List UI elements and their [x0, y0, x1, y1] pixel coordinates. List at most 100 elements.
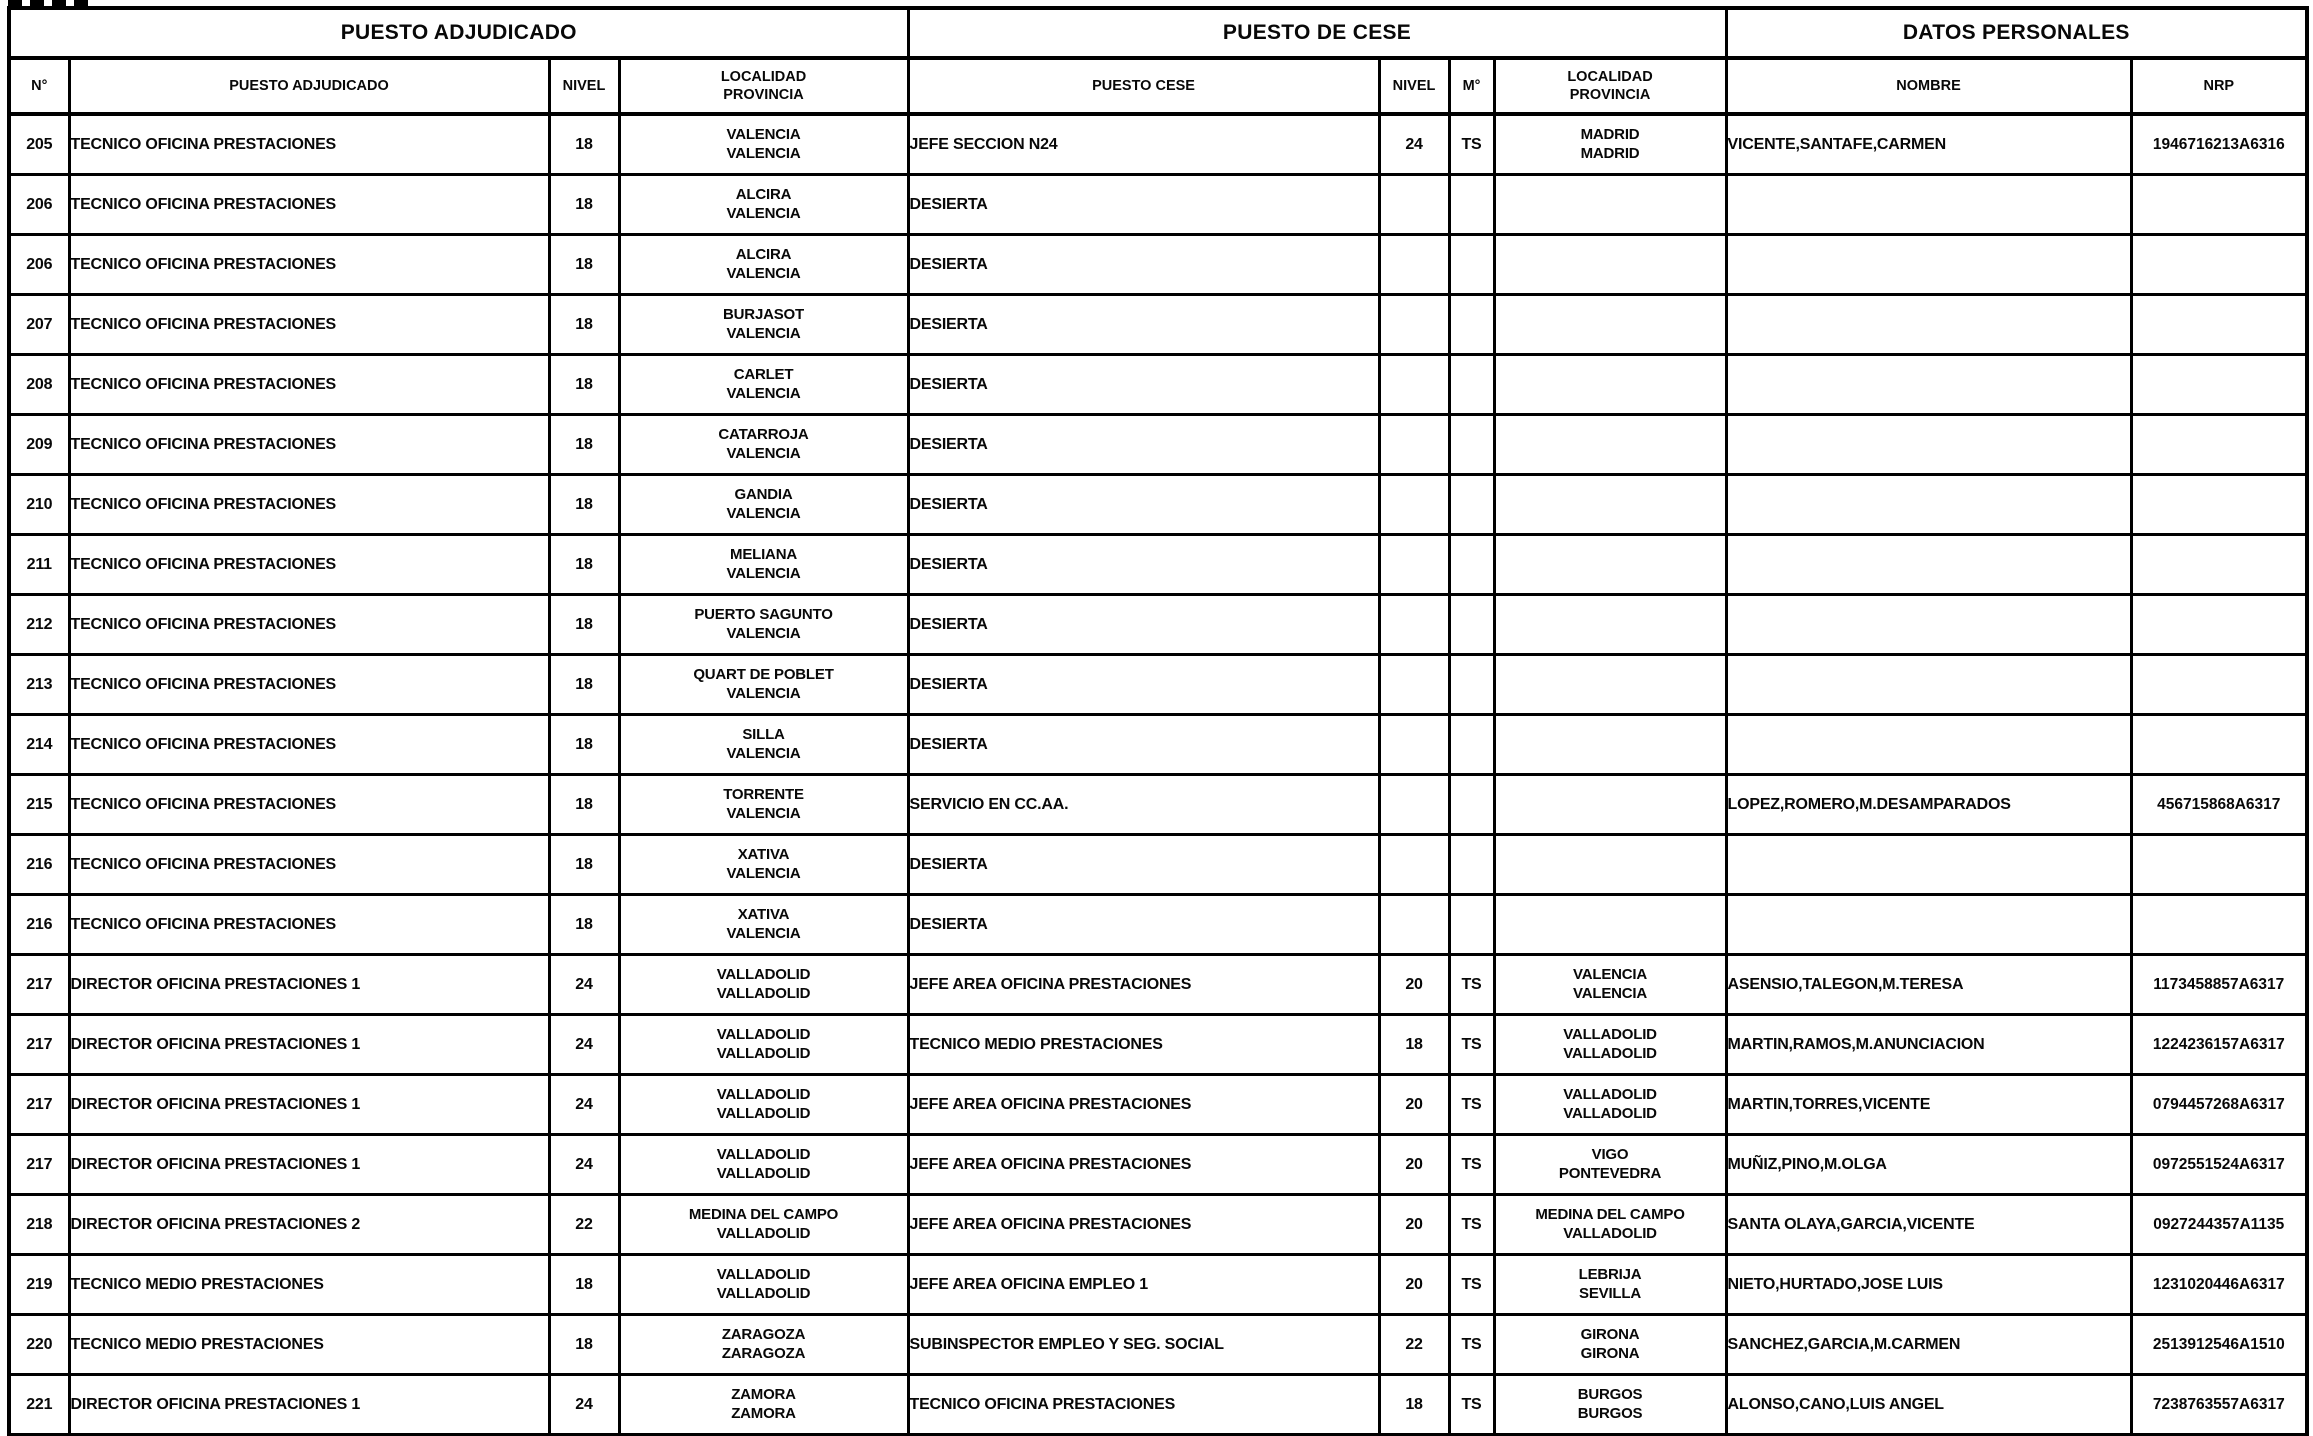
cell-localidad-adjudicado: TORRENTE VALENCIA: [617, 773, 910, 836]
cell-localidad-cese: [1492, 293, 1728, 356]
cell-num: 213: [7, 653, 71, 716]
cell-ministerio: [1447, 293, 1496, 356]
cell-puesto-adjudicado: TECNICO OFICINA PRESTACIONES: [67, 112, 551, 176]
cell-puesto-adjudicado: DIRECTOR OFICINA PRESTACIONES 2: [67, 1193, 551, 1256]
cell-puesto-cese: DESIERTA: [906, 593, 1381, 656]
cell-nivel-adjudicado: 22: [547, 1193, 621, 1256]
cell-ministerio: [1447, 533, 1496, 596]
cell-localidad-adjudicado: ALCIRA VALENCIA: [617, 173, 910, 236]
cell-puesto-adjudicado: TECNICO OFICINA PRESTACIONES: [67, 173, 551, 236]
cell-localidad-adjudicado: SILLA VALENCIA: [617, 713, 910, 776]
table-row: 208 TECNICO OFICINA PRESTACIONES 18 CARL…: [7, 353, 2309, 416]
cell-localidad-cese: [1492, 473, 1728, 536]
group-header-datos-personales: DATOS PERSONALES: [1724, 6, 2309, 60]
cell-ministerio: TS: [1447, 1253, 1496, 1316]
cell-puesto-adjudicado: TECNICO OFICINA PRESTACIONES: [67, 713, 551, 776]
cell-localidad-cese: MADRID MADRID: [1492, 112, 1728, 176]
cell-nrp: [2129, 353, 2309, 416]
cell-nivel-cese: [1377, 353, 1451, 416]
cell-localidad-cese: [1492, 593, 1728, 656]
cell-nombre: AGUSTIN,PANIEGO,M.ISABEL DE: [1724, 1433, 2133, 1436]
cell-localidad-adjudicado: ZARAGOZA ZARAGOZA: [617, 1313, 910, 1376]
cell-nivel-adjudicado: 24: [547, 1373, 621, 1436]
cell-localidad-adjudicado: VALLADOLID VALLADOLID: [617, 953, 910, 1016]
cell-puesto-cese: JEFE AREA OFICINA EMPLEO 1: [906, 1253, 1381, 1316]
cell-num: 206: [7, 233, 71, 296]
cell-ministerio: [1447, 233, 1496, 296]
column-header-nombre: NOMBRE: [1724, 56, 2133, 116]
group-header-puesto-adjudicado: PUESTO ADJUDICADO: [7, 6, 910, 60]
cell-puesto-adjudicado: TECNICO MEDIO PRESTACIONES: [67, 1253, 551, 1316]
cell-localidad-cese: VALENCIA VALENCIA: [1492, 953, 1728, 1016]
cell-nombre: [1724, 173, 2133, 236]
cell-nombre: [1724, 593, 2133, 656]
cell-nivel-adjudicado: 18: [547, 173, 621, 236]
cell-ministerio: TS: [1447, 1073, 1496, 1136]
cell-nivel-cese: [1377, 893, 1451, 956]
cell-puesto-cese: DESIERTA: [906, 713, 1381, 776]
cell-nivel-adjudicado: 24: [547, 1073, 621, 1136]
cell-num: 211: [7, 533, 71, 596]
cell-localidad-cese: [1492, 173, 1728, 236]
cell-nrp: [2129, 533, 2309, 596]
table-row: 210 TECNICO OFICINA PRESTACIONES 18 GAND…: [7, 473, 2309, 536]
cell-nombre: [1724, 353, 2133, 416]
cell-puesto-adjudicado: DIRECTOR OFICINA PRESTACIONES 1: [67, 1373, 551, 1436]
cell-num: 217: [7, 1073, 71, 1136]
cell-nivel-adjudicado: 18: [547, 773, 621, 836]
cell-nivel-adjudicado: 18: [547, 893, 621, 956]
column-header-puesto-cese: PUESTO CESE: [906, 56, 1381, 116]
cell-puesto-adjudicado: TECNICO OFICINA PRESTACIONES: [67, 233, 551, 296]
cell-puesto-cese: JEFE AREA OFICINA PRESTACIONES: [906, 1193, 1381, 1256]
cell-localidad-adjudicado: VALLADOLID VALLADOLID: [617, 1073, 910, 1136]
cell-localidad-cese: [1492, 833, 1728, 896]
cell-ministerio: TS: [1447, 1373, 1496, 1436]
cell-ministerio: [1447, 893, 1496, 956]
cell-nrp: 2513912546A1510: [2129, 1313, 2309, 1376]
table-row: 222 DIRECTOR OFICINA PRESTACIONES 2 22 B…: [7, 1433, 2309, 1436]
cell-puesto-adjudicado: TECNICO OFICINA PRESTACIONES: [67, 293, 551, 356]
cell-nivel-adjudicado: 18: [547, 533, 621, 596]
cell-localidad-cese: VALLADOLID VALLADOLID: [1492, 1073, 1728, 1136]
cell-nrp: 1173458857A6317: [2129, 953, 2309, 1016]
cell-num: 208: [7, 353, 71, 416]
table-row: 219 TECNICO MEDIO PRESTACIONES 18 VALLAD…: [7, 1253, 2309, 1316]
cell-puesto-adjudicado: DIRECTOR OFICINA PRESTACIONES 2: [67, 1433, 551, 1436]
cell-nivel-adjudicado: 24: [547, 1133, 621, 1196]
cell-puesto-cese: JEFE AREA OFICINA PRESTACIONES: [906, 953, 1381, 1016]
table-row: 207 TECNICO OFICINA PRESTACIONES 18 BURJ…: [7, 293, 2309, 356]
cell-ministerio: [1447, 353, 1496, 416]
cell-num: 205: [7, 112, 71, 176]
cell-nivel-adjudicado: 22: [547, 1433, 621, 1436]
table-row: 217 DIRECTOR OFICINA PRESTACIONES 1 24 V…: [7, 1073, 2309, 1136]
cell-nivel-adjudicado: 18: [547, 593, 621, 656]
cell-localidad-adjudicado: BENAVENTE ZAMORA: [617, 1433, 910, 1436]
cell-nivel-cese: [1377, 293, 1451, 356]
cell-nrp: 1224236157A6317: [2129, 1013, 2309, 1076]
cell-localidad-adjudicado: VALLADOLID VALLADOLID: [617, 1253, 910, 1316]
cell-nombre: [1724, 713, 2133, 776]
cell-num: 217: [7, 1133, 71, 1196]
table-row: 217 DIRECTOR OFICINA PRESTACIONES 1 24 V…: [7, 1013, 2309, 1076]
cell-puesto-adjudicado: TECNICO OFICINA PRESTACIONES: [67, 533, 551, 596]
cell-nivel-cese: 22: [1377, 1313, 1451, 1376]
cell-nivel-cese: 20: [1377, 1193, 1451, 1256]
cell-localidad-cese: LEBRIJA SEVILLA: [1492, 1253, 1728, 1316]
cell-nivel-cese: 20: [1377, 1253, 1451, 1316]
cell-nombre: [1724, 653, 2133, 716]
table-row: 221 DIRECTOR OFICINA PRESTACIONES 1 24 Z…: [7, 1373, 2309, 1436]
cell-nivel-adjudicado: 18: [547, 1253, 621, 1316]
cell-nrp: [2129, 473, 2309, 536]
cell-puesto-cese: DESIERTA: [906, 473, 1381, 536]
column-header-ministerio: M°: [1447, 56, 1496, 116]
cell-ministerio: [1447, 713, 1496, 776]
cell-nivel-cese: [1377, 473, 1451, 536]
cell-localidad-adjudicado: MELIANA VALENCIA: [617, 533, 910, 596]
cell-num: 221: [7, 1373, 71, 1436]
cell-localidad-adjudicado: VALLADOLID VALLADOLID: [617, 1013, 910, 1076]
cell-puesto-adjudicado: TECNICO OFICINA PRESTACIONES: [67, 773, 551, 836]
column-header-puesto-adjudicado: PUESTO ADJUDICADO: [67, 56, 551, 116]
cell-puesto-adjudicado: DIRECTOR OFICINA PRESTACIONES 1: [67, 1073, 551, 1136]
cell-nrp: [2129, 233, 2309, 296]
cell-nivel-cese: [1377, 593, 1451, 656]
